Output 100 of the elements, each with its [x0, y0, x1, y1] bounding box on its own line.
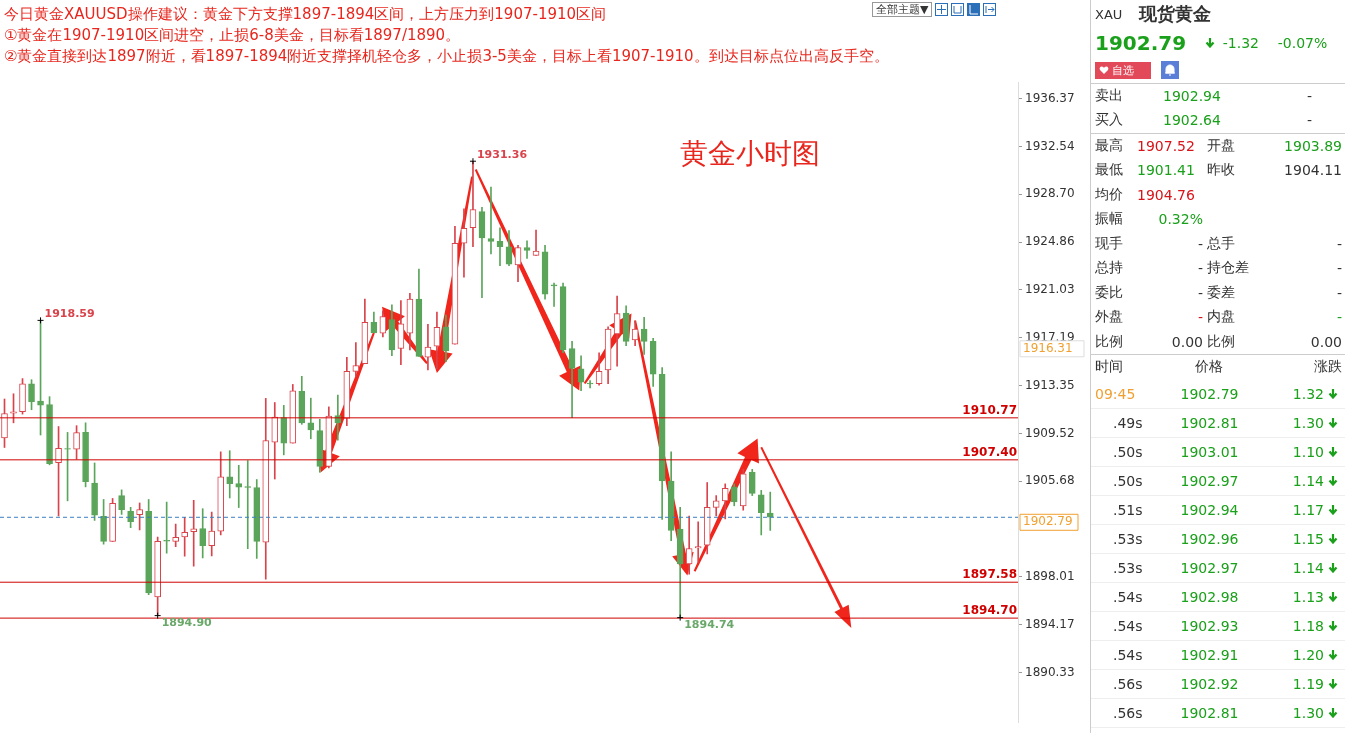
text: 1902.97: [1179, 472, 1240, 489]
candlestick: [586, 380, 594, 389]
text: 1.30: [1291, 414, 1324, 431]
text: 1.20: [1291, 646, 1324, 663]
text: 最高: [1095, 136, 1124, 155]
y-tick-label: 1905.68: [1025, 473, 1075, 488]
ref-line-label: 1897.58: [962, 567, 1017, 582]
text: 涨跌: [1313, 358, 1342, 377]
text: 时间: [1095, 358, 1124, 377]
text: 1.30: [1291, 704, 1324, 721]
text: 1902.94: [1179, 501, 1240, 518]
text: -0.07%: [1277, 35, 1329, 51]
candlestick: [235, 464, 243, 508]
text: 振幅: [1095, 210, 1124, 229]
text: 卖出: [1095, 86, 1124, 105]
text: 现货黄金: [1139, 2, 1212, 26]
text: 1.15: [1291, 530, 1324, 547]
text: .53s: [1112, 530, 1144, 547]
text: -: [1196, 235, 1203, 252]
ref-line-label: 1894.70: [962, 603, 1017, 618]
text: 开盘: [1207, 136, 1236, 155]
text: 总持: [1095, 259, 1124, 278]
text: 比例: [1095, 332, 1124, 351]
text: 1902.79: [1095, 31, 1188, 55]
candlestick: [226, 450, 234, 499]
ref-line-label: 1907.40: [962, 444, 1017, 459]
candlestick: [523, 240, 531, 259]
candlestick: [190, 500, 198, 567]
candlestick: [172, 523, 179, 547]
text: .53s: [1112, 559, 1144, 576]
text: -: [1335, 235, 1342, 252]
text: -: [1305, 112, 1314, 129]
text: 全部主题▼: [876, 3, 929, 16]
text: 1.14: [1291, 472, 1324, 489]
text: 1902.92: [1179, 675, 1240, 692]
text: .54s: [1112, 646, 1144, 663]
text: 内盘: [1207, 308, 1236, 327]
text: 委差: [1207, 283, 1236, 302]
text: 1902.79: [1179, 385, 1240, 402]
text: -: [1335, 284, 1342, 301]
text: 1.19: [1291, 675, 1324, 692]
text: 1904.76: [1137, 186, 1196, 203]
text: 1902.96: [1179, 530, 1240, 547]
candlestick: [181, 517, 189, 557]
y-tick-label: 1913.35: [1025, 377, 1075, 392]
text: ①黄金在1907-1910区间进空，止损6-8美金，目标看1897/1890。: [4, 25, 462, 46]
text: 0.32%: [1157, 211, 1203, 228]
text: 比例: [1207, 332, 1236, 351]
text: .56s: [1112, 704, 1144, 721]
text: 最低: [1095, 161, 1124, 180]
text: 价格: [1193, 358, 1224, 377]
candlestick: [550, 282, 558, 307]
text: 0.00: [1309, 333, 1342, 350]
text: 均价: [1095, 185, 1124, 204]
text: 1.13: [1291, 588, 1324, 605]
text: ②黄金直接到达1897附近，看1897-1894附近支撑择机轻仓多，小止损3-5美金，目标上看1907-1910。到达目标点位出高反手空。: [4, 46, 890, 67]
text: 持仓差: [1207, 259, 1250, 278]
text: 黄金小时图: [680, 135, 821, 172]
text: .56s: [1112, 675, 1144, 692]
text: 09:45: [1095, 385, 1137, 402]
y-tick-label: 1909.52: [1025, 425, 1075, 440]
text: 1902.93: [1179, 617, 1240, 634]
text: 1902.94: [1163, 87, 1222, 104]
text: 1902.91: [1179, 646, 1240, 663]
y-tick-label: 1932.54: [1025, 138, 1075, 153]
text: 1902.64: [1163, 112, 1222, 129]
text: 总手: [1207, 234, 1236, 253]
candlestick: [352, 342, 360, 377]
annotation: 1894.74: [684, 617, 735, 631]
text: -: [1305, 87, 1314, 104]
text: 昨收: [1207, 161, 1236, 180]
annotation: 1931.36: [476, 147, 528, 161]
y-tick-label: 1898.01: [1025, 568, 1075, 583]
text: -: [1196, 309, 1203, 326]
text: -1.32: [1222, 35, 1261, 51]
text: 1907.52: [1137, 137, 1196, 154]
y-tick-label: 1894.17: [1025, 616, 1075, 631]
text: XAU: [1095, 6, 1124, 22]
text: .49s: [1112, 414, 1144, 431]
text: 1904.11: [1283, 162, 1342, 179]
text: 1902.81: [1179, 704, 1240, 721]
text: .51s: [1112, 501, 1144, 518]
annotation: 1894.90: [161, 615, 213, 629]
text: .50s: [1112, 443, 1144, 460]
text: 1901.41: [1137, 162, 1196, 179]
text: -: [1196, 260, 1203, 277]
text: 1902.81: [1179, 414, 1240, 431]
text: .50s: [1112, 472, 1144, 489]
text: 买入: [1095, 111, 1124, 130]
candlestick: [694, 521, 702, 563]
text: 1903.89: [1283, 137, 1342, 154]
candlestick: [307, 397, 315, 440]
text: 1.14: [1291, 559, 1324, 576]
text: 现手: [1095, 234, 1124, 253]
text: .54s: [1112, 617, 1144, 634]
text: 今日黄金XAUUSD操作建议：黄金下方支撑1897-1894区间，上方压力到1907-1910区间: [4, 5, 607, 23]
text: 1902.98: [1179, 588, 1240, 605]
text: 1.10: [1291, 443, 1324, 460]
text: 1.32: [1291, 385, 1324, 402]
text: 外盘: [1095, 308, 1124, 327]
